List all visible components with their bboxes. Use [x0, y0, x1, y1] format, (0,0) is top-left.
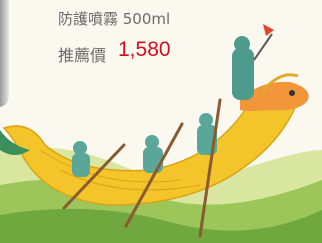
price-label: 推薦價 [58, 42, 106, 66]
standing-figure [232, 48, 254, 100]
bottle-edge [0, 0, 9, 107]
flag-pole [254, 34, 272, 60]
dragon-eye [289, 90, 295, 96]
flag [263, 24, 274, 36]
figure-head [234, 36, 250, 52]
illustration [0, 0, 322, 243]
price: 1,580 [118, 38, 171, 62]
product-card: 防護噴霧 500ml 推薦價 1,580 [0, 0, 322, 243]
product-name: 防護噴霧 500ml [58, 8, 170, 29]
